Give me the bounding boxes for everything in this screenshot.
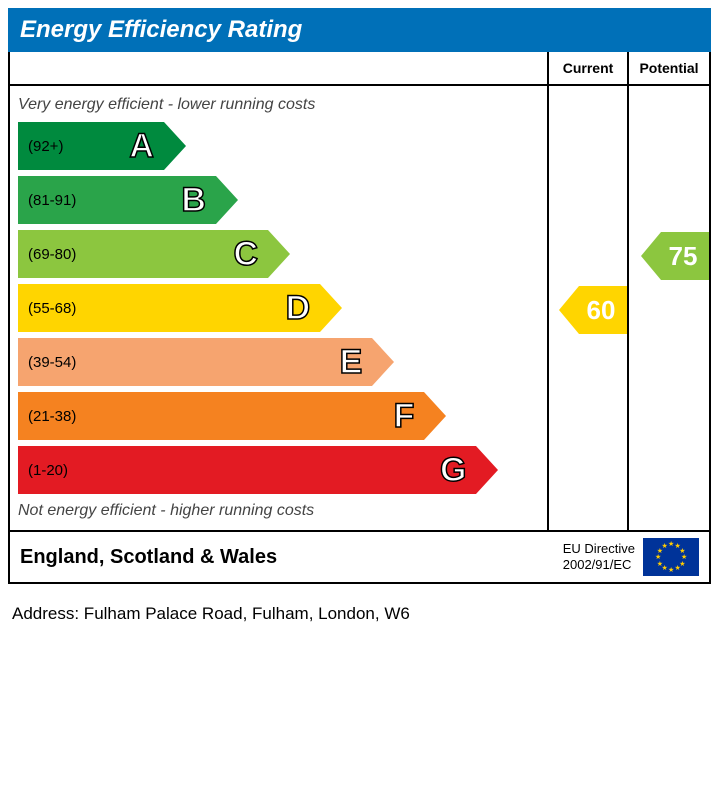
bands-list: (92+) A (81-91) B (69-80) C (55-68) D (39-54) E (2… xyxy=(18,122,539,494)
score-value: 60 xyxy=(579,286,627,334)
band-bar: (39-54) E xyxy=(18,338,372,386)
current-column: 60 xyxy=(549,86,629,530)
band-range: (92+) xyxy=(28,138,63,155)
address-line: Address: Fulham Palace Road, Fulham, Lon… xyxy=(8,604,711,624)
band-e: (39-54) E xyxy=(18,338,539,386)
band-range: (21-38) xyxy=(28,408,76,425)
band-bar: (21-38) F xyxy=(18,392,424,440)
band-letter: D xyxy=(286,289,311,328)
chevron-right-icon xyxy=(216,176,238,224)
chevron-right-icon xyxy=(164,122,186,170)
potential-score: 75 xyxy=(641,232,709,280)
footer-row: England, Scotland & Wales EU Directive 2… xyxy=(10,532,709,582)
band-range: (39-54) xyxy=(28,354,76,371)
band-bar: (69-80) C xyxy=(18,230,268,278)
chart-box: Current Potential Very energy efficient … xyxy=(8,52,711,584)
body-row: Very energy efficient - lower running co… xyxy=(10,86,709,532)
bands-area: Very energy efficient - lower running co… xyxy=(10,86,549,530)
band-letter: A xyxy=(129,127,154,166)
potential-column: 75 xyxy=(629,86,709,530)
chevron-right-icon xyxy=(268,230,290,278)
band-letter: G xyxy=(440,451,466,490)
current-score: 60 xyxy=(559,286,627,334)
directive-line1: EU Directive xyxy=(563,541,635,557)
title-bar: Energy Efficiency Rating xyxy=(8,8,711,52)
band-bar: (1-20) G xyxy=(18,446,476,494)
footer-directive: EU Directive 2002/91/EC xyxy=(563,541,635,572)
band-c: (69-80) C xyxy=(18,230,539,278)
band-letter: E xyxy=(340,343,363,382)
star-icon: ★ xyxy=(675,564,681,572)
band-g: (1-20) G xyxy=(18,446,539,494)
directive-line2: 2002/91/EC xyxy=(563,557,635,573)
header-spacer xyxy=(10,52,549,84)
band-range: (69-80) xyxy=(28,246,76,263)
band-range: (55-68) xyxy=(28,300,76,317)
footer-region: England, Scotland & Wales xyxy=(20,546,563,569)
band-range: (81-91) xyxy=(28,192,76,209)
chevron-right-icon xyxy=(372,338,394,386)
band-d: (55-68) D xyxy=(18,284,539,332)
chevron-left-icon xyxy=(641,232,661,280)
chevron-left-icon xyxy=(559,286,579,334)
chevron-right-icon xyxy=(476,446,498,494)
caption-bottom: Not energy efficient - higher running co… xyxy=(18,502,539,520)
score-value: 75 xyxy=(661,232,709,280)
star-icon: ★ xyxy=(662,542,668,550)
band-a: (92+) A xyxy=(18,122,539,170)
band-letter: B xyxy=(181,181,206,220)
band-bar: (81-91) B xyxy=(18,176,216,224)
header-current: Current xyxy=(549,52,629,84)
header-potential: Potential xyxy=(629,52,709,84)
eu-flag-icon: ★★★★★★★★★★★★ xyxy=(643,538,699,576)
epc-container: Energy Efficiency Rating Current Potenti… xyxy=(0,0,719,632)
band-letter: C xyxy=(234,235,259,274)
chevron-right-icon xyxy=(320,284,342,332)
star-icon: ★ xyxy=(668,566,674,574)
band-letter: F xyxy=(394,397,415,436)
band-f: (21-38) F xyxy=(18,392,539,440)
title-text: Energy Efficiency Rating xyxy=(20,16,302,43)
caption-top: Very energy efficient - lower running co… xyxy=(18,96,539,114)
band-range: (1-20) xyxy=(28,462,68,479)
band-b: (81-91) B xyxy=(18,176,539,224)
header-row: Current Potential xyxy=(10,52,709,86)
band-bar: (55-68) D xyxy=(18,284,320,332)
chevron-right-icon xyxy=(424,392,446,440)
star-icon: ★ xyxy=(668,540,674,548)
band-bar: (92+) A xyxy=(18,122,164,170)
